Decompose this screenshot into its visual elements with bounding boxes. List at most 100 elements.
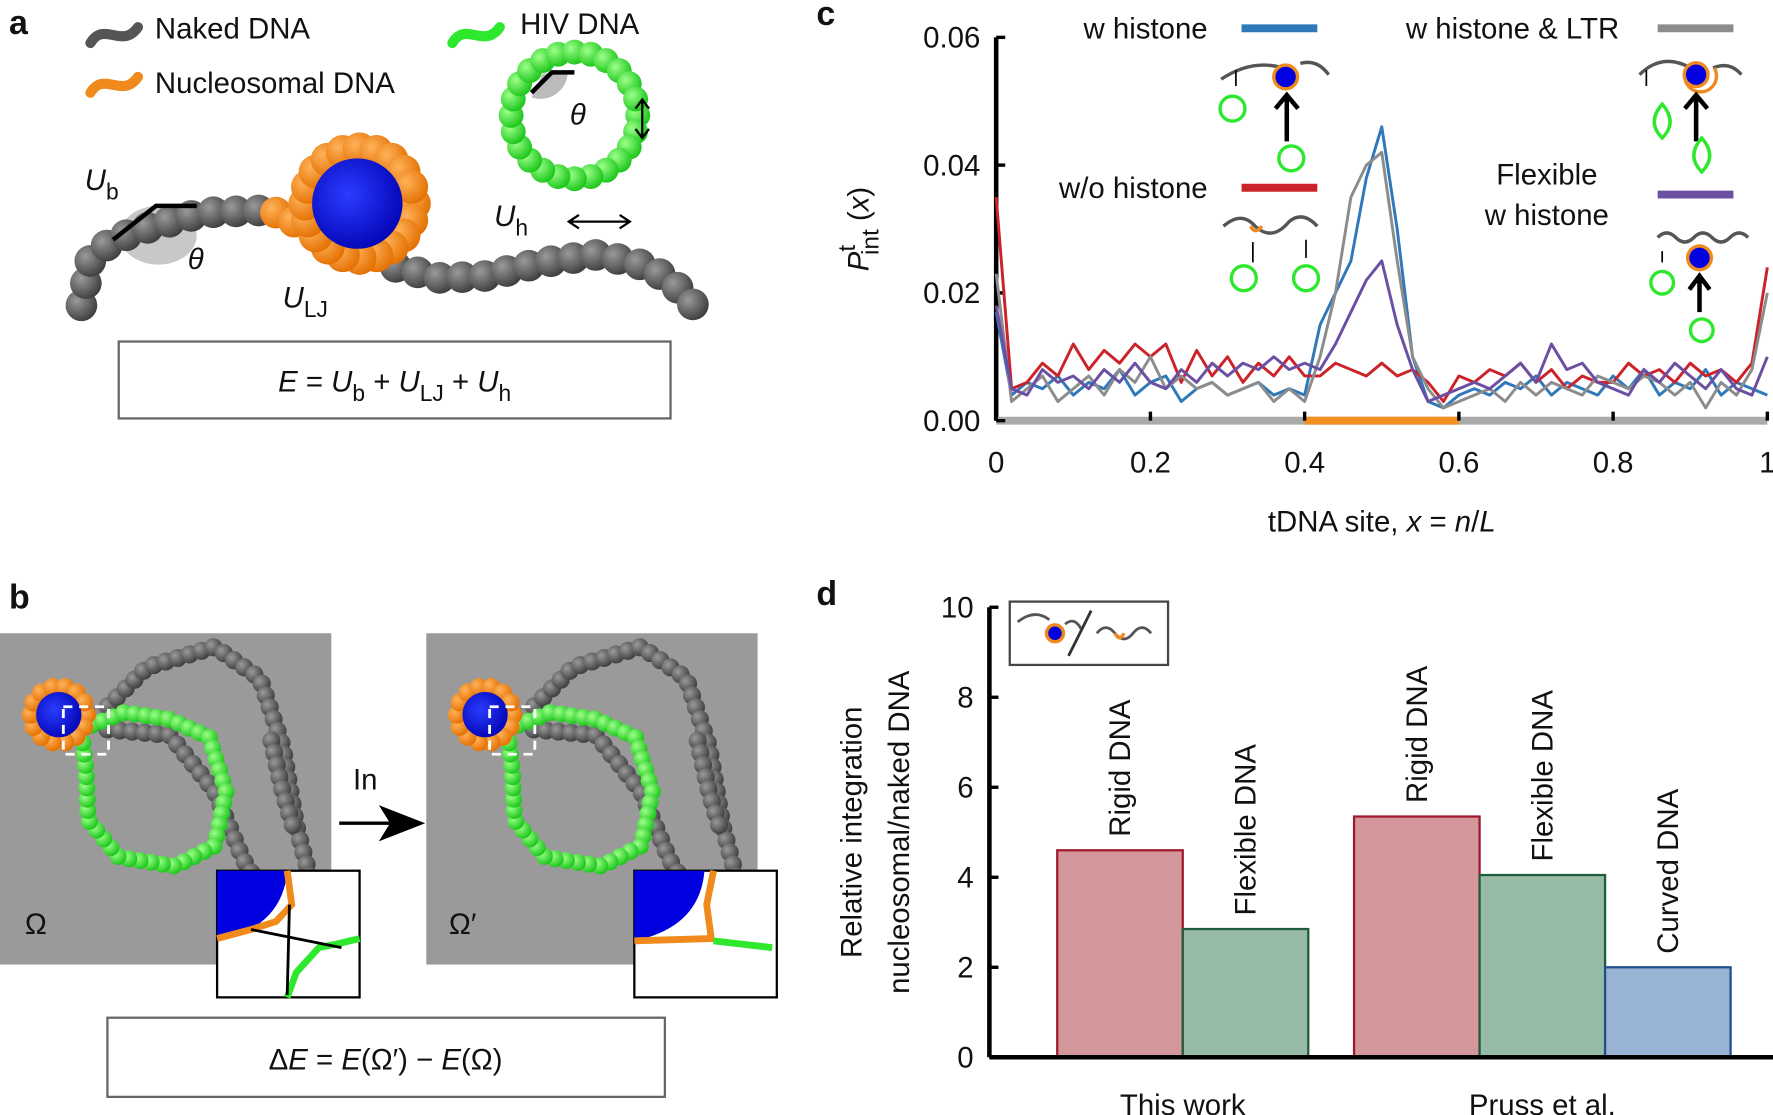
x-tick-label: 0: [988, 447, 1004, 480]
panel-label: a: [9, 4, 29, 42]
histone: [36, 692, 82, 738]
bar-label: Flexible DNA: [1527, 690, 1560, 862]
x-axis-label: tDNA site, x = n/L: [1268, 505, 1496, 538]
text-part: Δ: [269, 1044, 289, 1077]
text-part: =: [308, 1044, 341, 1077]
arrowhead: [378, 805, 426, 842]
bar-label: Flexible DNA: [1230, 744, 1263, 916]
arrow-label: In: [353, 763, 378, 796]
y-tick-label: 6: [957, 771, 973, 804]
legend-icon: [1235, 70, 1664, 263]
bar: [1352, 815, 1481, 1059]
text-part: E: [341, 1044, 361, 1077]
text-part: x: [1405, 505, 1423, 538]
panel-label: c: [816, 0, 835, 33]
inset-green: [713, 937, 773, 951]
text-part: t: [834, 245, 861, 252]
text-part: U: [283, 282, 305, 315]
bead: [283, 815, 302, 835]
legend-inset-orange: [1113, 632, 1126, 640]
angle-line: [529, 70, 575, 95]
panel-label: b: [9, 578, 30, 616]
panel-d: d 0 2 4 6 8 10 Relative integration nucleosomal/…: [816, 575, 1773, 1115]
text-part: /: [1471, 505, 1480, 538]
text-part: ): [842, 187, 875, 197]
legend-icon: [1689, 247, 1710, 269]
text-part: +: [365, 365, 398, 398]
label-Ub: Ub: [85, 164, 119, 204]
y-tick-label: 0.04: [923, 149, 980, 182]
legend-label: w/o histone: [1058, 172, 1208, 205]
bar-label: Rigid DNA: [1104, 699, 1137, 837]
text-part: b: [352, 380, 365, 406]
bar: [1603, 966, 1732, 1059]
double-arrow: [566, 213, 632, 230]
text-part: LJ: [304, 296, 328, 322]
zoom-box: [61, 705, 110, 756]
text-part: +: [444, 365, 477, 398]
inset-orange: [634, 870, 717, 945]
text-part: int: [858, 229, 885, 255]
text-part: x: [842, 195, 875, 213]
bead: [482, 733, 501, 752]
y-tick-label: 0.00: [923, 405, 980, 438]
text-part: E: [441, 1044, 461, 1077]
x-tick-label: 0.8: [1593, 447, 1634, 480]
label-Uh: Uh: [494, 200, 528, 240]
inset-histone: [217, 870, 288, 941]
legend-squiggle: [447, 22, 505, 49]
bar: [1181, 927, 1310, 1059]
text-part: U: [399, 365, 421, 398]
legend-label: Nucleosomal DNA: [155, 67, 395, 100]
legend-icon: [1249, 67, 1719, 233]
bead: [677, 288, 709, 321]
legend-inset-slash: [1067, 610, 1093, 657]
text-part: tDNA site,: [1268, 505, 1407, 538]
angle-shade: [531, 73, 568, 99]
bar-label: Curved DNA: [1652, 788, 1685, 953]
legend-icon: [1229, 264, 1258, 293]
legend-inset: [1008, 600, 1170, 667]
text-part: L: [1479, 505, 1495, 538]
y-tick-label: 0.02: [923, 277, 980, 310]
equation-box: [106, 1016, 667, 1098]
legend-line: Flexible: [1496, 158, 1597, 191]
legend-squiggle: [85, 71, 144, 98]
legend-icon: [1275, 66, 1296, 88]
y-axis-label: nucleosomal/naked DNA: [883, 670, 916, 994]
text-part: U: [477, 365, 499, 398]
label-ULJ: ULJ: [283, 282, 328, 322]
legend-icon: [1649, 269, 1676, 296]
bar: [1056, 849, 1184, 1059]
equation: E = Ub + ULJ + Uh: [278, 365, 511, 405]
zoom-box: [488, 705, 537, 756]
text-part: (: [842, 211, 875, 229]
legend-icon: [1220, 59, 1750, 244]
series-line: [994, 125, 1768, 410]
histone: [462, 692, 508, 738]
group-label: This work: [1120, 1089, 1246, 1115]
text-part: h: [515, 215, 528, 241]
legend-label: HIV DNA: [520, 8, 640, 41]
text-part: b: [106, 179, 119, 205]
histone: [312, 158, 403, 249]
group-label: Pruss et al.: [1469, 1089, 1616, 1115]
text-part: LJ: [420, 380, 444, 406]
inset-orange: [216, 870, 296, 942]
x-tick-label: 0.2: [1130, 447, 1171, 480]
legend-inset-dna: [1016, 613, 1153, 641]
text-part: n: [1455, 505, 1471, 538]
y-axis-label: Relative integration: [836, 707, 869, 958]
text-part: E: [278, 365, 298, 398]
inset-green: [284, 935, 361, 999]
text-part: E: [288, 1044, 308, 1077]
inset-histone: [634, 870, 705, 941]
text-part: (Ω): [461, 1044, 503, 1077]
bead: [197, 196, 230, 229]
legend-line: w histone: [1484, 199, 1609, 232]
double-arrow: [634, 97, 650, 140]
